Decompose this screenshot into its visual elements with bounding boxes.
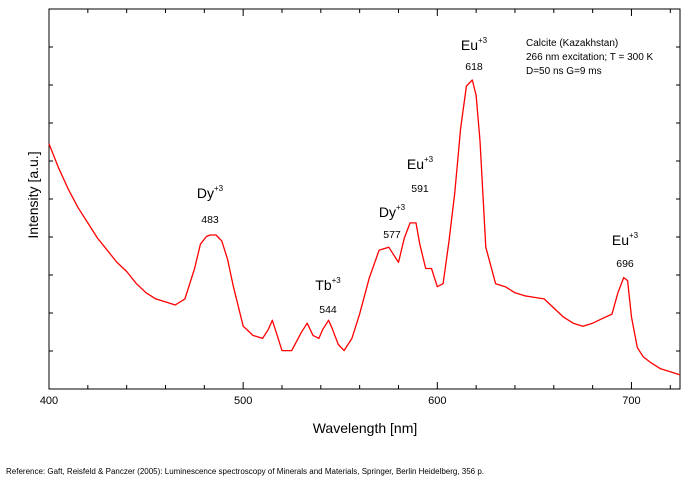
peak-ion-label: Dy+3 [379, 203, 406, 220]
experiment-note-2: 266 nm excitation; T = 300 K [526, 52, 654, 63]
ion-charge: +3 [214, 184, 224, 193]
y-axis-title: Intensity [a.u.] [25, 151, 41, 238]
x-tick-label: 500 [234, 395, 252, 407]
spectrum-line [48, 79, 681, 376]
x-axis-title: Wavelength [nm] [313, 420, 418, 436]
peak-wavelength: 483 [201, 214, 219, 226]
peak-ion-label: Dy+3 [197, 184, 224, 201]
peak-wavelength: 577 [383, 229, 401, 241]
peak-wavelength: 618 [465, 61, 483, 73]
ion-charge: +3 [396, 203, 406, 212]
experiment-note-1: Calcite (Kazakhstan) [526, 38, 618, 49]
ion-charge: +3 [478, 36, 488, 45]
ion-charge: +3 [424, 155, 434, 164]
ion-charge: +3 [332, 276, 342, 285]
peak-wavelength: 544 [319, 304, 337, 316]
x-tick-label: 700 [622, 395, 640, 407]
peak-ion-label: Eu+3 [612, 231, 639, 248]
peak-wavelength: 591 [411, 183, 429, 195]
ion-charge: +3 [629, 231, 639, 240]
x-tick-label: 400 [40, 395, 58, 407]
peak-ion-label: Eu+3 [407, 155, 434, 172]
x-tick-label: 600 [428, 395, 446, 407]
experiment-note-3: D=50 ns G=9 ms [526, 66, 602, 77]
peak-ion-label: Tb+3 [315, 276, 341, 293]
peak-ion-label: Eu+3 [461, 36, 488, 53]
spectrum-series [48, 79, 681, 376]
reference-text: Reference: Gaft, Reisfeld & Panczer (200… [6, 467, 485, 476]
x-tick-labels: 400 500 600 700 [40, 395, 641, 407]
peak-wavelength: 696 [616, 258, 634, 270]
peak-annotations: Dy+3 483 Tb+3 544 Dy+3 577 Eu+3 591 Eu+3 618 Eu+3 6… [197, 36, 639, 316]
axis-ticks [48, 9, 680, 389]
